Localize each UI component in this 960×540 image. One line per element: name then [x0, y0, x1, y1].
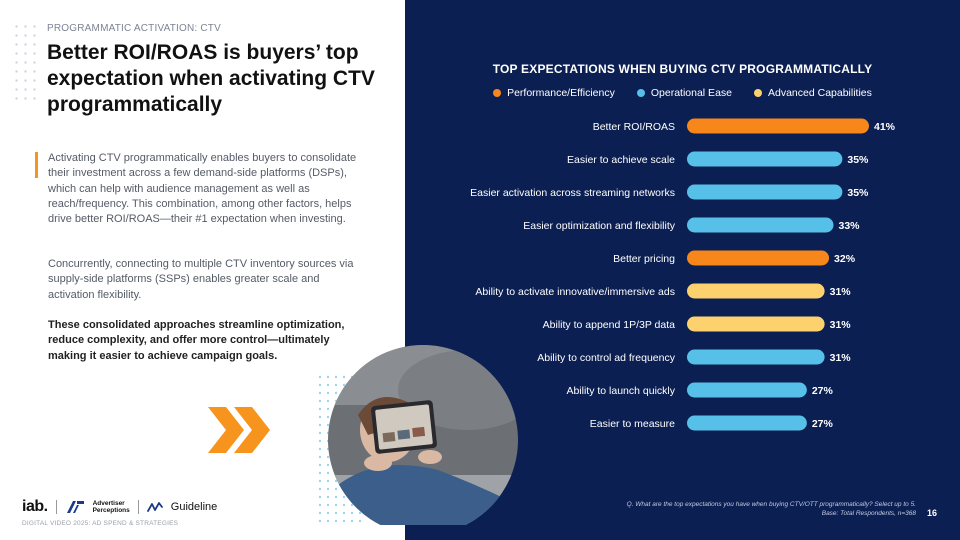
value-label: 41%: [874, 121, 896, 133]
logo-divider-2: [137, 500, 139, 514]
bar: [687, 151, 843, 167]
legend-label-operational: Operational Ease: [650, 87, 732, 99]
advertiser-perceptions-mark-icon: [66, 501, 84, 513]
legend-dot-operational: [636, 89, 645, 97]
category-label: Ability to control ad frequency: [537, 352, 675, 364]
legend-item-performance: Performance/Efficiency: [493, 87, 615, 99]
footnote-base: Base: Total Respondents, n=368: [821, 510, 916, 517]
body-paragraph-2: Concurrently, connecting to multiple CTV…: [48, 258, 354, 301]
guideline-mark-icon: [146, 502, 163, 512]
value-label: 27%: [812, 418, 834, 430]
value-label: 32%: [834, 253, 856, 265]
category-label: Easier to achieve scale: [567, 154, 675, 166]
left-panel: PROGRAMMATIC ACTIVATION: CTV Better ROI/…: [0, 0, 405, 540]
chart-legend: Performance/Efficiency Operational Ease …: [405, 87, 960, 99]
bar: [687, 349, 825, 365]
person-watching-tablet-image: [318, 345, 518, 525]
category-label: Ability to append 1P/3P data: [543, 319, 675, 331]
category-label: Easier activation across streaming netwo…: [470, 187, 675, 199]
legend-dot-performance: [493, 89, 502, 97]
legend-label-performance: Performance/Efficiency: [507, 87, 615, 99]
value-label: 31%: [830, 286, 852, 298]
value-label: 35%: [847, 154, 869, 166]
chart-title: TOP EXPECTATIONS WHEN BUYING CTV PROGRAM…: [492, 62, 873, 76]
value-label: 27%: [812, 385, 834, 397]
chart-footnote: Q. What are the top expectations you hav…: [627, 500, 916, 518]
iab-logo: iab.: [22, 498, 48, 515]
legend-item-operational: Operational Ease: [636, 87, 732, 99]
bar: [687, 382, 807, 398]
bar: [687, 250, 830, 266]
page-title: Better ROI/ROAS is buyers’ top expectati…: [47, 41, 375, 116]
bar: [687, 217, 834, 233]
decorative-dot-grid: [12, 22, 40, 102]
ap-logo-line-1: Advertiser: [92, 500, 125, 507]
guideline-logo: Guideline: [170, 501, 218, 513]
ap-logo-line-2: Perceptions: [92, 507, 130, 514]
bar: [687, 415, 807, 431]
value-label: 31%: [830, 352, 852, 364]
category-label: Easier optimization and flexibility: [523, 220, 675, 232]
footer-report-title: DIGITAL VIDEO 2025: AD SPEND & STRATEGIE…: [22, 520, 179, 527]
category-label: Ability to activate innovative/immersive…: [475, 286, 675, 298]
category-label: Better ROI/ROAS: [593, 121, 675, 133]
partner-logos: iab. Advertiser Perceptions Guideline: [22, 497, 217, 517]
bar: [687, 283, 825, 299]
legend-dot-advanced: [754, 89, 762, 97]
legend-item-advanced: Advanced Capabilities: [754, 87, 872, 99]
logo-divider: [55, 500, 57, 514]
category-label: Ability to launch quickly: [566, 385, 675, 397]
bar: [687, 118, 869, 134]
category-label: Easier to measure: [590, 418, 675, 430]
section-kicker: PROGRAMMATIC ACTIVATION: CTV: [47, 23, 221, 34]
body-paragraph-bold: These consolidated approaches streamline…: [48, 319, 345, 362]
page-number: 16: [927, 508, 938, 518]
legend-label-advanced: Advanced Capabilities: [768, 87, 872, 99]
chevron-arrows-icon: [208, 407, 270, 453]
advertiser-perceptions-logo: Advertiser Perceptions: [93, 500, 130, 514]
bar: [687, 316, 825, 332]
value-label: 33%: [838, 220, 860, 232]
bar-chart: Better ROI/ROAS 41% Easier to achieve scal…: [470, 118, 896, 431]
body-paragraph-1: Activating CTV programmatically enables …: [48, 152, 357, 226]
category-label: Better pricing: [613, 253, 675, 265]
value-label: 31%: [830, 319, 852, 331]
accent-bar: [35, 152, 38, 178]
footnote-question: Q. What are the top expectations you hav…: [626, 501, 916, 508]
bar: [687, 184, 843, 200]
value-label: 35%: [847, 187, 869, 199]
